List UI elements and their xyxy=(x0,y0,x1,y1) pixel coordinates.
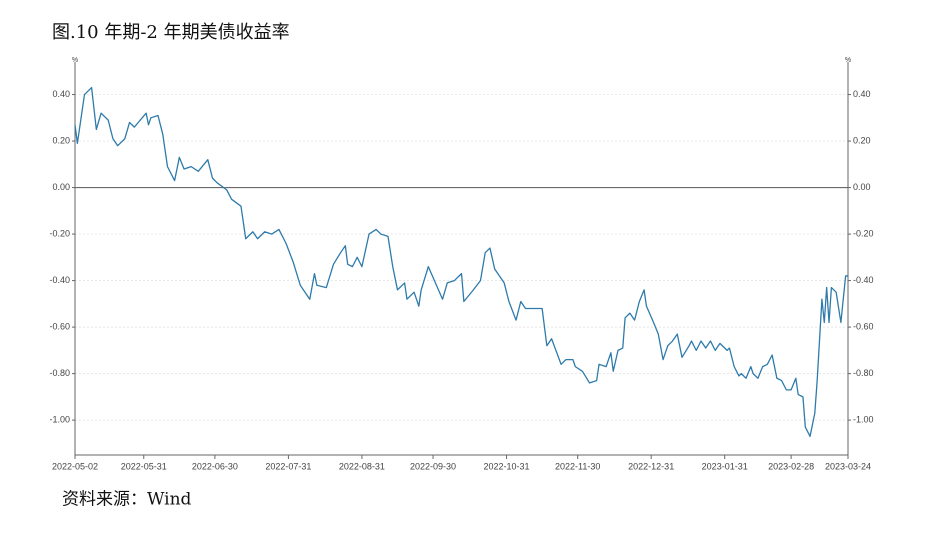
y2-tick-label: -0.40 xyxy=(853,275,874,285)
y-tick-label: -0.40 xyxy=(49,275,70,285)
x-tick-label: 2023-02-28 xyxy=(768,461,814,471)
x-tick-label: 2022-08-31 xyxy=(339,461,385,471)
x-tick-label: 2022-05-31 xyxy=(121,461,167,471)
y-tick-label: 0.20 xyxy=(52,135,70,145)
x-tick-label: 2022-09-30 xyxy=(410,461,456,471)
y2-tick-label: -1.00 xyxy=(853,414,874,424)
y-tick-label: 0.40 xyxy=(52,89,70,99)
x-tick-label: 2022-05-02 xyxy=(52,461,98,471)
y-tick-label: -0.80 xyxy=(49,368,70,378)
source-note: 资料来源：Wind xyxy=(62,490,192,510)
data-line xyxy=(74,86,848,438)
y2-tick-label: 0.40 xyxy=(853,89,871,99)
y-tick-label: -0.60 xyxy=(49,321,70,331)
x-tick-label: 2023-03-24 xyxy=(825,461,871,471)
x-tick-label: 2022-10-31 xyxy=(484,461,530,471)
y-tick-label: -1.00 xyxy=(49,414,70,424)
y-tick-label: 0.00 xyxy=(52,182,70,192)
chart-title: 图.10 年期-2 年期美债收益率 xyxy=(52,22,290,43)
y2-tick-label: -0.20 xyxy=(853,228,874,238)
y2-unit: % xyxy=(845,57,851,64)
x-tick-label: 2023-01-31 xyxy=(702,461,748,471)
x-tick-label: 2022-11-30 xyxy=(555,461,600,471)
y2-tick-label: -0.80 xyxy=(853,368,874,378)
y-tick-label: -0.20 xyxy=(49,228,70,238)
y-unit: % xyxy=(72,57,78,64)
x-tick-label: 2022-06-30 xyxy=(192,461,238,471)
x-tick-label: 2022-12-31 xyxy=(628,461,674,471)
y2-tick-label: 0.20 xyxy=(853,135,871,145)
x-tick-label: 2022-07-31 xyxy=(265,461,311,471)
y2-tick-label: 0.00 xyxy=(853,182,871,192)
y2-tick-label: -0.60 xyxy=(853,321,874,331)
